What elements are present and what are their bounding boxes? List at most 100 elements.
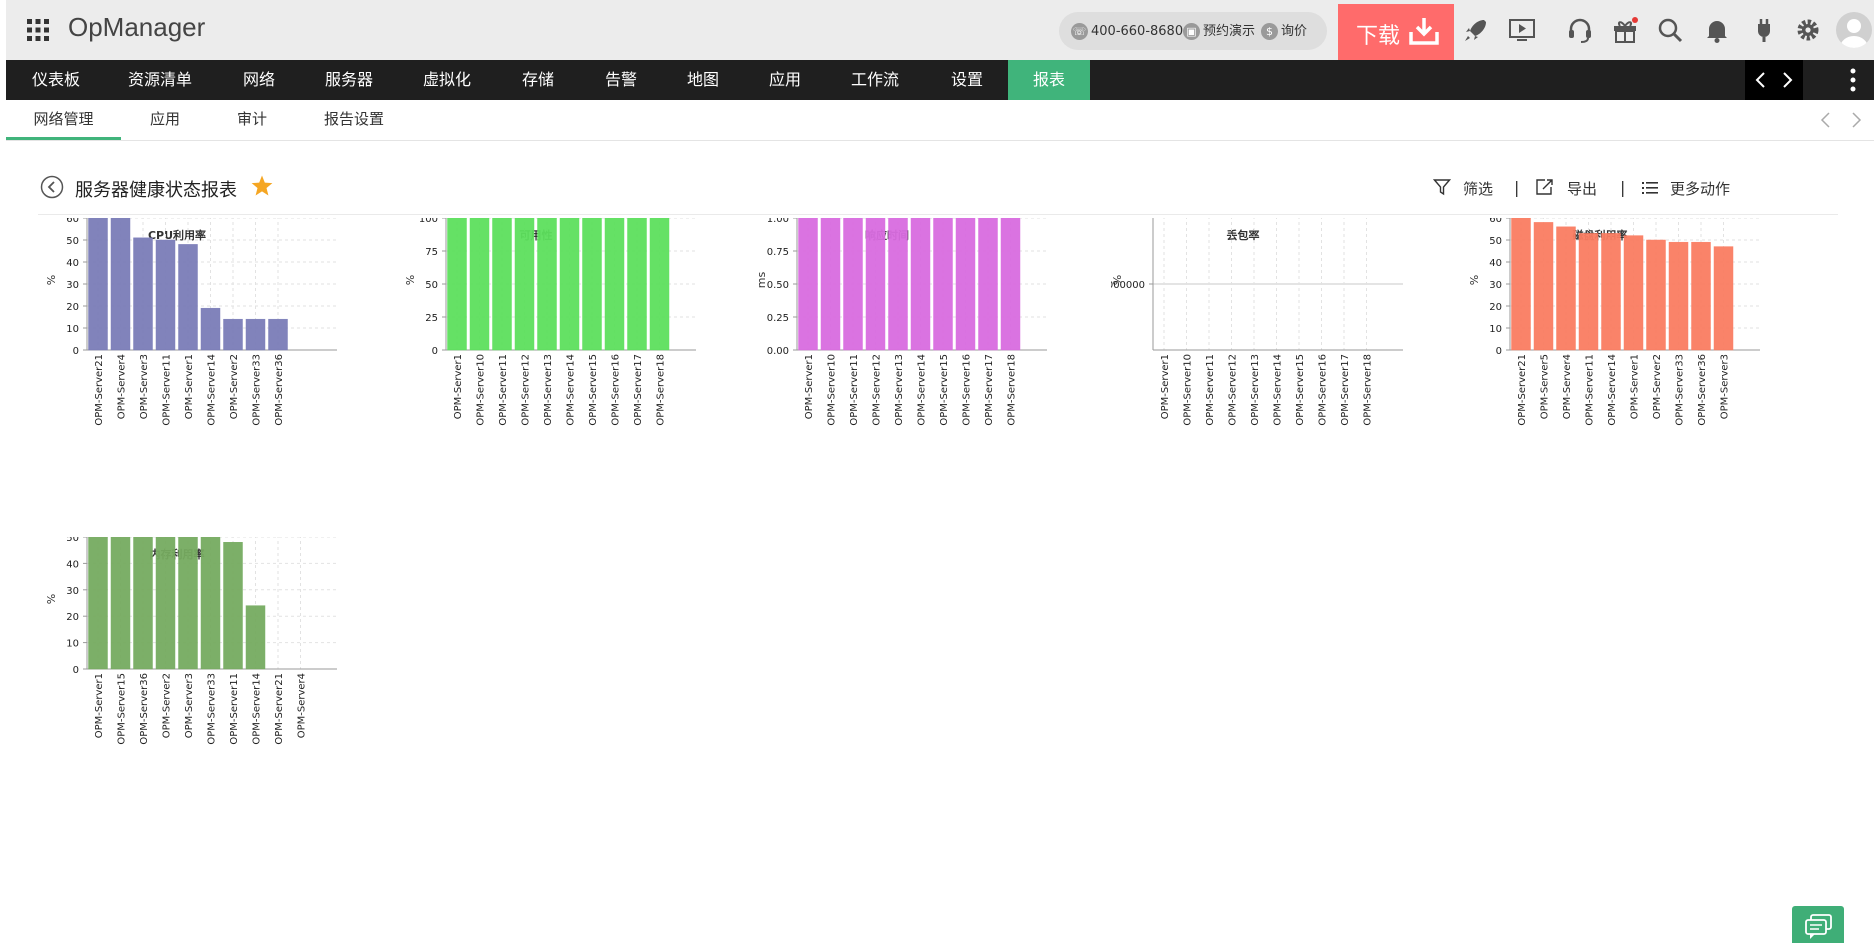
x-tick-label: OPM-Server33 xyxy=(207,673,218,745)
sub-nav: 网络管理 应用 审计 报告设置 xyxy=(6,100,1874,141)
x-tick-label: OPM-Server16 xyxy=(611,354,622,426)
x-tick-label: OPM-Server5 xyxy=(1540,354,1551,419)
chart-bar xyxy=(469,217,490,351)
y-tick-label: 30 xyxy=(1489,280,1502,291)
demo-label: 预约演示 xyxy=(1203,24,1256,39)
y-tick-label: 25 xyxy=(425,313,438,324)
x-tick-label: OPM-Server15 xyxy=(588,354,599,426)
avatar[interactable] xyxy=(1836,12,1872,48)
x-tick-label: OPM-Server21 xyxy=(274,673,285,745)
export-icon xyxy=(1536,179,1553,195)
x-tick-label: OPM-Server14 xyxy=(1273,354,1284,426)
nav-item-maps[interactable]: 地图 xyxy=(687,70,720,89)
filter-label: 筛选 xyxy=(1463,180,1494,198)
download-button[interactable]: 下载 xyxy=(1338,4,1454,60)
export-button[interactable]: 导出 xyxy=(1535,178,1597,199)
y-tick-label: 10 xyxy=(66,324,79,335)
chart-bar xyxy=(978,217,998,351)
y-axis-label: ms xyxy=(755,272,768,289)
gear-icon[interactable] xyxy=(1794,16,1822,44)
contact-pill: ☏ 400-660-8680 ▣ 预约演示 $ 询价 xyxy=(1059,12,1327,50)
nav-item-servers[interactable]: 服务器 xyxy=(325,70,374,89)
x-tick-label: OPM-Server16 xyxy=(1318,354,1329,426)
x-tick-label: OPM-Server11 xyxy=(162,354,173,426)
tab-audit[interactable]: 审计 xyxy=(237,110,268,128)
chart-bar xyxy=(955,217,976,351)
rocket-icon[interactable] xyxy=(1462,16,1490,44)
demo-link[interactable]: ▣ 预约演示 xyxy=(1183,23,1256,40)
y-axis-label: % xyxy=(45,275,58,285)
chart-bar xyxy=(537,217,557,351)
x-tick-label: OPM-Server14 xyxy=(207,354,218,426)
chat-button[interactable] xyxy=(1792,906,1844,943)
x-tick-label: OPM-Server21 xyxy=(1517,354,1528,426)
chart-bar xyxy=(1556,226,1576,351)
filter-button[interactable]: 筛选 xyxy=(1432,178,1494,199)
y-tick-label: 30 xyxy=(66,586,79,597)
nav-item-alarms[interactable]: 告警 xyxy=(605,70,638,89)
nav-item-reports[interactable]: 报表 xyxy=(1008,60,1090,100)
more-actions-button[interactable]: 更多动作 xyxy=(1642,178,1730,199)
y-tick-label: 0 xyxy=(73,346,79,357)
chart-bar xyxy=(514,217,535,351)
gift-icon[interactable] xyxy=(1611,16,1639,44)
nav-item-apps[interactable]: 应用 xyxy=(769,70,802,89)
x-tick-label: OPM-Server11 xyxy=(498,354,509,426)
chart-bar xyxy=(1601,233,1621,351)
x-tick-label: OPM-Server21 xyxy=(94,354,105,426)
x-tick-label: OPM-Server17 xyxy=(1340,354,1351,426)
header-divider xyxy=(38,214,1838,215)
tab-applications[interactable]: 应用 xyxy=(150,110,181,128)
y-tick-label: 30 xyxy=(66,280,79,291)
nav-item-workflow[interactable]: 工作流 xyxy=(851,70,900,89)
tab-report-settings[interactable]: 报告设置 xyxy=(324,110,385,128)
phone-link[interactable]: ☏ 400-660-8680 xyxy=(1071,23,1183,40)
nav-item-storage[interactable]: 存储 xyxy=(522,70,555,89)
y-tick-label: 40 xyxy=(66,559,79,570)
nav-item-inventory[interactable]: 资源清单 xyxy=(128,70,193,89)
tab-network-management[interactable]: 网络管理 xyxy=(6,100,121,140)
x-tick-label: OPM-Server10 xyxy=(476,354,487,426)
apps-grid-icon[interactable] xyxy=(26,18,50,42)
chevron-left-icon[interactable] xyxy=(1753,71,1769,89)
chat-icon xyxy=(1805,914,1832,939)
y-tick-label: 0 xyxy=(432,346,438,357)
chart-bar xyxy=(627,217,647,351)
y-tick-label: 50 xyxy=(66,236,79,247)
x-tick-label: OPM-Server2 xyxy=(229,354,240,419)
nav-item-settings[interactable]: 设置 xyxy=(951,70,984,89)
y-axis-label: % xyxy=(1468,275,1481,285)
plug-icon[interactable] xyxy=(1750,16,1778,44)
x-tick-label: OPM-Server18 xyxy=(1363,354,1374,426)
list-icon xyxy=(1642,182,1658,194)
chart-bar xyxy=(1578,233,1599,351)
chart-bar xyxy=(133,536,153,670)
x-tick-label: OPM-Server10 xyxy=(1183,354,1194,426)
chart-bar xyxy=(110,536,131,670)
chart-bar xyxy=(604,217,625,351)
chevron-right-icon[interactable] xyxy=(1850,112,1862,128)
y-tick-label: 50 xyxy=(66,537,79,544)
kebab-menu-icon[interactable] xyxy=(1850,67,1856,93)
page-title: 服务器健康状态报表 xyxy=(75,180,237,201)
export-label: 导出 xyxy=(1567,180,1598,198)
nav-item-network[interactable]: 网络 xyxy=(243,70,276,89)
back-icon[interactable] xyxy=(40,175,64,199)
star-icon[interactable] xyxy=(250,174,274,198)
y-tick-label: 10 xyxy=(1489,324,1502,335)
x-tick-label: OPM-Server15 xyxy=(1295,354,1306,426)
search-icon[interactable] xyxy=(1656,16,1684,44)
nav-item-dashboard[interactable]: 仪表板 xyxy=(32,70,81,89)
chevron-left-icon[interactable] xyxy=(1820,112,1832,128)
chevron-right-icon[interactable] xyxy=(1779,71,1795,89)
headset-icon[interactable] xyxy=(1566,16,1594,44)
y-axis-label: % xyxy=(404,275,417,285)
nav-item-virtualization[interactable]: 虚拟化 xyxy=(423,70,472,89)
y-tick-label: 20 xyxy=(66,302,79,313)
bell-icon[interactable] xyxy=(1703,16,1731,44)
quote-link[interactable]: $ 询价 xyxy=(1261,23,1307,40)
video-icon[interactable] xyxy=(1508,16,1536,44)
